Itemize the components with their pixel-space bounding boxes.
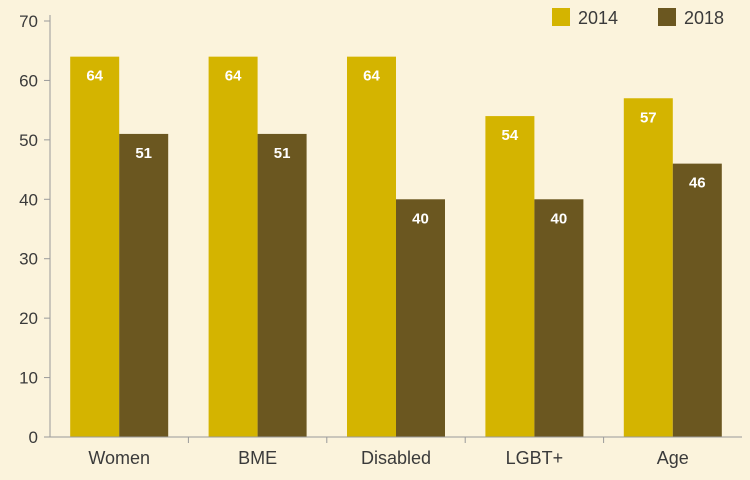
bar-value-label: 40 <box>551 210 568 227</box>
bar-value-label: 51 <box>274 145 291 162</box>
y-tick-label: 60 <box>19 71 38 90</box>
bar-2014 <box>208 56 258 438</box>
legend-item-2018: 2018 <box>658 8 724 28</box>
x-tick-label: Women <box>88 448 150 468</box>
legend-swatch <box>658 8 676 26</box>
bar-2014 <box>70 56 120 438</box>
bars: 64 51 64 51 64 40 54 40 57 46 <box>70 56 722 438</box>
y-tick-label: 40 <box>19 190 38 209</box>
bar-2018 <box>257 133 307 437</box>
bar-value-label: 64 <box>225 68 242 85</box>
y-tick-label: 30 <box>19 250 38 269</box>
bar-value-label: 51 <box>135 145 152 162</box>
legend-label: 2018 <box>684 8 724 28</box>
legend-item-2014: 2014 <box>552 8 618 28</box>
x-tick-label: Disabled <box>361 448 431 468</box>
bar-value-label: 46 <box>689 175 706 192</box>
bar-2014 <box>485 116 535 437</box>
bar-value-label: 54 <box>502 127 519 144</box>
y-tick-label: 20 <box>19 309 38 328</box>
bar-2018 <box>534 199 584 437</box>
bar-group-disabled: 64 40 <box>347 56 445 438</box>
legend-label: 2014 <box>578 8 618 28</box>
bar-value-label: 40 <box>412 210 429 227</box>
bar-2018 <box>672 163 722 437</box>
x-tick-label: Age <box>657 448 689 468</box>
bar-group-lgbt-: 54 40 <box>485 116 584 437</box>
y-axis: 0 10 20 30 40 50 60 70 <box>19 12 51 447</box>
bar-group-age: 57 46 <box>623 98 722 437</box>
bar-group-women: 64 51 <box>70 56 169 438</box>
legend: 2014 2018 <box>552 8 724 28</box>
bar-group-bme: 64 51 <box>208 56 307 438</box>
y-tick-label: 0 <box>29 428 38 447</box>
bar-2014 <box>623 98 673 437</box>
y-tick-label: 70 <box>19 12 38 31</box>
x-tick-label: BME <box>238 448 277 468</box>
x-axis: Women BME Disabled LGBT+ Age <box>50 436 742 468</box>
bar-2018 <box>396 199 445 437</box>
y-tick-label: 10 <box>19 369 38 388</box>
bar-2018 <box>119 133 169 437</box>
y-tick-label: 50 <box>19 131 38 150</box>
bar-value-label: 57 <box>640 109 657 126</box>
bar-value-label: 64 <box>86 68 103 85</box>
x-tick-label: LGBT+ <box>506 448 564 468</box>
legend-swatch <box>552 8 570 26</box>
bar-2014 <box>347 56 396 438</box>
bar-value-label: 64 <box>363 68 380 85</box>
